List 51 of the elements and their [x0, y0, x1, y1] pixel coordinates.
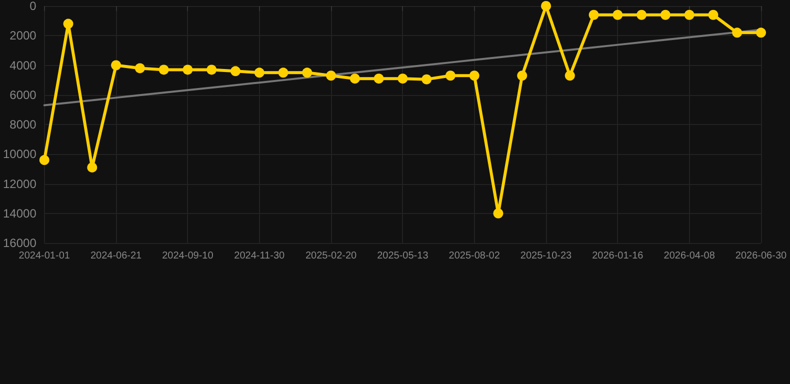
- point: [732, 28, 742, 38]
- point: [564, 70, 575, 81]
- x-tick-label: 2026-01-16: [592, 250, 644, 262]
- point: [708, 10, 718, 20]
- point: [756, 28, 766, 38]
- point: [302, 68, 312, 78]
- point: [374, 74, 384, 84]
- point: [206, 64, 217, 75]
- y-tick-label: 4000: [10, 58, 37, 72]
- x-tick-label: 2025-05-13: [377, 250, 429, 262]
- x-tick-label: 2024-01-01: [18, 250, 70, 262]
- x-tick-label: 2024-06-21: [90, 250, 142, 262]
- y-tick-label: 2000: [10, 28, 37, 43]
- x-tick-label: 2026-06-30: [735, 250, 788, 262]
- point: [326, 70, 336, 81]
- point: [134, 63, 145, 74]
- point: [254, 68, 264, 78]
- x-tick-label: 2025-02-20: [305, 250, 358, 262]
- point: [684, 10, 694, 20]
- point: [350, 74, 360, 84]
- point: [398, 74, 408, 84]
- point: [588, 10, 599, 20]
- x-tick-label: 2025-10-23: [520, 250, 572, 262]
- y-tick-label: 8000: [10, 118, 37, 132]
- y-tick-label: 14000: [2, 206, 37, 220]
- y-tick-label: 6000: [10, 88, 37, 102]
- y-tick-label: 12000: [2, 176, 37, 191]
- x-tick-label: 2025-08-02: [448, 250, 500, 262]
- point: [158, 64, 169, 75]
- point: [278, 68, 288, 78]
- x-tick-label: 2026-04-08: [664, 250, 716, 262]
- y-tick-label: 16000: [2, 236, 37, 250]
- point: [63, 18, 74, 29]
- point: [445, 70, 456, 81]
- point: [87, 162, 98, 172]
- point: [612, 10, 623, 20]
- point: [493, 208, 504, 218]
- point: [422, 74, 432, 84]
- point: [469, 70, 480, 81]
- point: [111, 60, 122, 70]
- point: [636, 10, 647, 20]
- point: [660, 10, 670, 20]
- point: [39, 155, 50, 166]
- x-tick-label: 2024-09-10: [162, 250, 214, 262]
- point: [182, 64, 193, 75]
- x-tick-label: 2024-11-30: [234, 250, 285, 262]
- point: [517, 70, 528, 81]
- y-tick-label: 0: [30, 0, 37, 13]
- point: [541, 1, 552, 11]
- y-tick-label: 10000: [2, 147, 37, 162]
- point: [230, 66, 240, 76]
